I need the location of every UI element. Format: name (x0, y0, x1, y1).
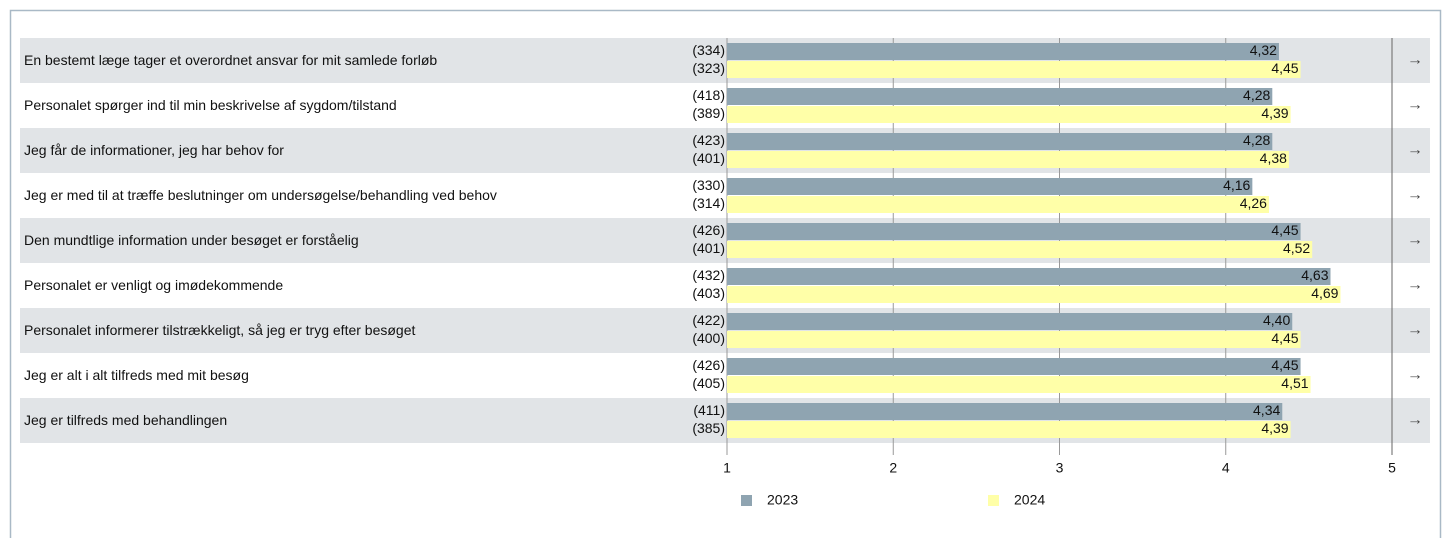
trend-arrow: → (1407, 367, 1423, 384)
bar (727, 88, 1273, 105)
trend-arrow: → (1407, 187, 1423, 204)
category-label: Jeg er tilfreds med behandlingen (24, 412, 227, 428)
count-label: (334) (692, 42, 725, 58)
bar (727, 268, 1331, 285)
count-label: (411) (693, 402, 725, 418)
legend-swatch (988, 495, 999, 506)
bar (727, 43, 1279, 60)
bar (727, 286, 1341, 303)
value-label: 4,63 (1301, 267, 1328, 283)
trend-arrow: → (1407, 52, 1423, 69)
x-tick-label: 2 (889, 460, 897, 476)
count-label: (403) (692, 285, 725, 301)
count-label: (401) (692, 150, 725, 166)
category-label: Jeg er med til at træffe beslutninger om… (24, 187, 497, 203)
value-label: 4,39 (1261, 105, 1288, 121)
count-label: (432) (692, 267, 725, 283)
count-label: (426) (692, 357, 725, 373)
count-label: (426) (692, 222, 725, 238)
legend-label: 2023 (767, 492, 798, 508)
count-label: (423) (692, 132, 725, 148)
value-label: 4,45 (1271, 357, 1298, 373)
count-label: (314) (692, 195, 725, 211)
value-label: 4,34 (1253, 402, 1280, 418)
value-label: 4,39 (1261, 420, 1288, 436)
category-label: Den mundtlige information under besøget … (24, 232, 359, 248)
value-label: 4,69 (1311, 285, 1338, 301)
value-label: 4,28 (1243, 87, 1270, 103)
value-label: 4,45 (1271, 330, 1298, 346)
frame (9, 9, 1442, 543)
trend-arrow: → (1407, 277, 1423, 294)
bar (727, 358, 1301, 375)
trend-arrow: → (1407, 232, 1423, 249)
category-label: En bestemt læge tager et overordnet ansv… (24, 52, 437, 68)
count-label: (323) (692, 60, 725, 76)
bar (727, 106, 1291, 123)
count-label: (385) (692, 420, 725, 436)
bar (727, 61, 1301, 78)
category-label: Jeg får de informationer, jeg har behov … (24, 142, 284, 158)
category-label: Personalet informerer tilstrækkeligt, så… (24, 322, 415, 338)
bar (727, 403, 1283, 420)
x-tick-label: 5 (1388, 460, 1396, 476)
count-label: (422) (692, 312, 725, 328)
bar (727, 178, 1253, 195)
trend-arrow: → (1407, 142, 1423, 159)
value-label: 4,16 (1223, 177, 1250, 193)
legend-label: 2024 (1014, 492, 1045, 508)
bar (727, 421, 1291, 438)
value-label: 4,32 (1250, 42, 1277, 58)
bar (727, 223, 1301, 240)
trend-arrow: → (1407, 97, 1423, 114)
x-tick-label: 4 (1222, 460, 1230, 476)
value-label: 4,40 (1263, 312, 1290, 328)
x-tick-label: 1 (723, 460, 731, 476)
trend-arrow: → (1407, 322, 1423, 339)
count-label: (330) (692, 177, 725, 193)
legend-swatch (741, 495, 752, 506)
bar (727, 151, 1289, 168)
bar (727, 196, 1269, 213)
value-label: 4,52 (1283, 240, 1310, 256)
trend-arrow: → (1407, 412, 1423, 429)
value-label: 4,45 (1271, 60, 1298, 76)
bar (727, 331, 1301, 348)
count-label: (389) (692, 105, 725, 121)
category-label: Jeg er alt i alt tilfreds med mit besøg (24, 367, 249, 383)
bar (727, 133, 1273, 150)
bar (727, 313, 1293, 330)
count-label: (405) (692, 375, 725, 391)
bar (727, 376, 1311, 393)
value-label: 4,51 (1281, 375, 1308, 391)
value-label: 4,45 (1271, 222, 1298, 238)
count-label: (400) (692, 330, 725, 346)
count-label: (418) (692, 87, 725, 103)
bar (727, 241, 1313, 258)
count-label: (401) (692, 240, 725, 256)
value-label: 4,38 (1260, 150, 1287, 166)
x-tick-label: 3 (1056, 460, 1064, 476)
value-label: 4,28 (1243, 132, 1270, 148)
category-label: Personalet er venligt og imødekommende (24, 277, 283, 293)
category-label: Personalet spørger ind til min beskrivel… (24, 97, 397, 113)
value-label: 4,26 (1240, 195, 1267, 211)
